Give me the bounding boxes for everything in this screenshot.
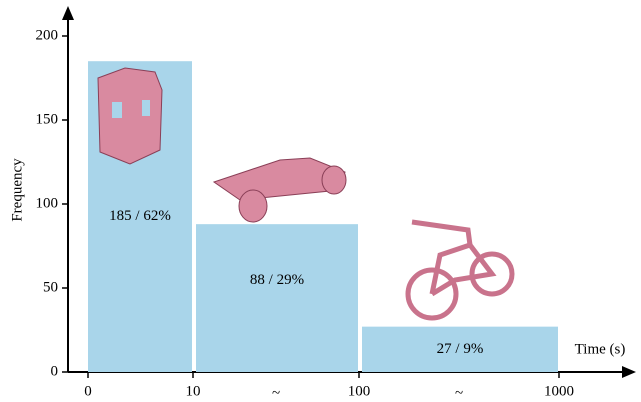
value-label: 185 / 62% — [109, 208, 171, 224]
y-tick-label: 0 — [51, 363, 59, 379]
axis-break-mark: ~ — [455, 385, 463, 401]
y-tick-label: 150 — [36, 111, 59, 127]
x-tick-label: 100 — [348, 383, 371, 399]
mesh-wheel — [405, 267, 459, 321]
y-tick-label: 50 — [43, 279, 58, 295]
car-mesh — [212, 157, 347, 223]
mesh-icons — [97, 67, 515, 321]
bike-mesh — [405, 219, 515, 321]
bar — [362, 326, 558, 372]
mesh-wheel — [321, 165, 347, 195]
y-tick-label: 200 — [36, 27, 59, 43]
x-tick-label: 0 — [84, 383, 92, 399]
cylinder-mesh — [97, 67, 163, 165]
mesh-hole — [112, 102, 122, 118]
bar — [196, 224, 358, 372]
mesh-wheel — [469, 251, 515, 297]
x-tick-label: 10 — [186, 383, 201, 399]
y-axis-label: Frequency — [9, 158, 25, 222]
y-tick-label: 100 — [36, 195, 59, 211]
mesh-hole — [142, 100, 150, 116]
mesh-handle — [411, 219, 473, 246]
axis-break-mark: ~ — [272, 385, 280, 401]
x-axis-label: Time (s) — [575, 341, 626, 357]
x-tick-label: 1000 — [544, 383, 574, 399]
mesh-frame — [429, 242, 497, 297]
mesh-shape — [97, 67, 163, 165]
value-label: 88 / 29% — [250, 272, 304, 288]
mesh-wheel — [238, 189, 268, 223]
value-label: 27 / 9% — [437, 341, 484, 357]
y-axis-arrow — [62, 6, 74, 20]
x-axis-arrow — [622, 366, 636, 378]
